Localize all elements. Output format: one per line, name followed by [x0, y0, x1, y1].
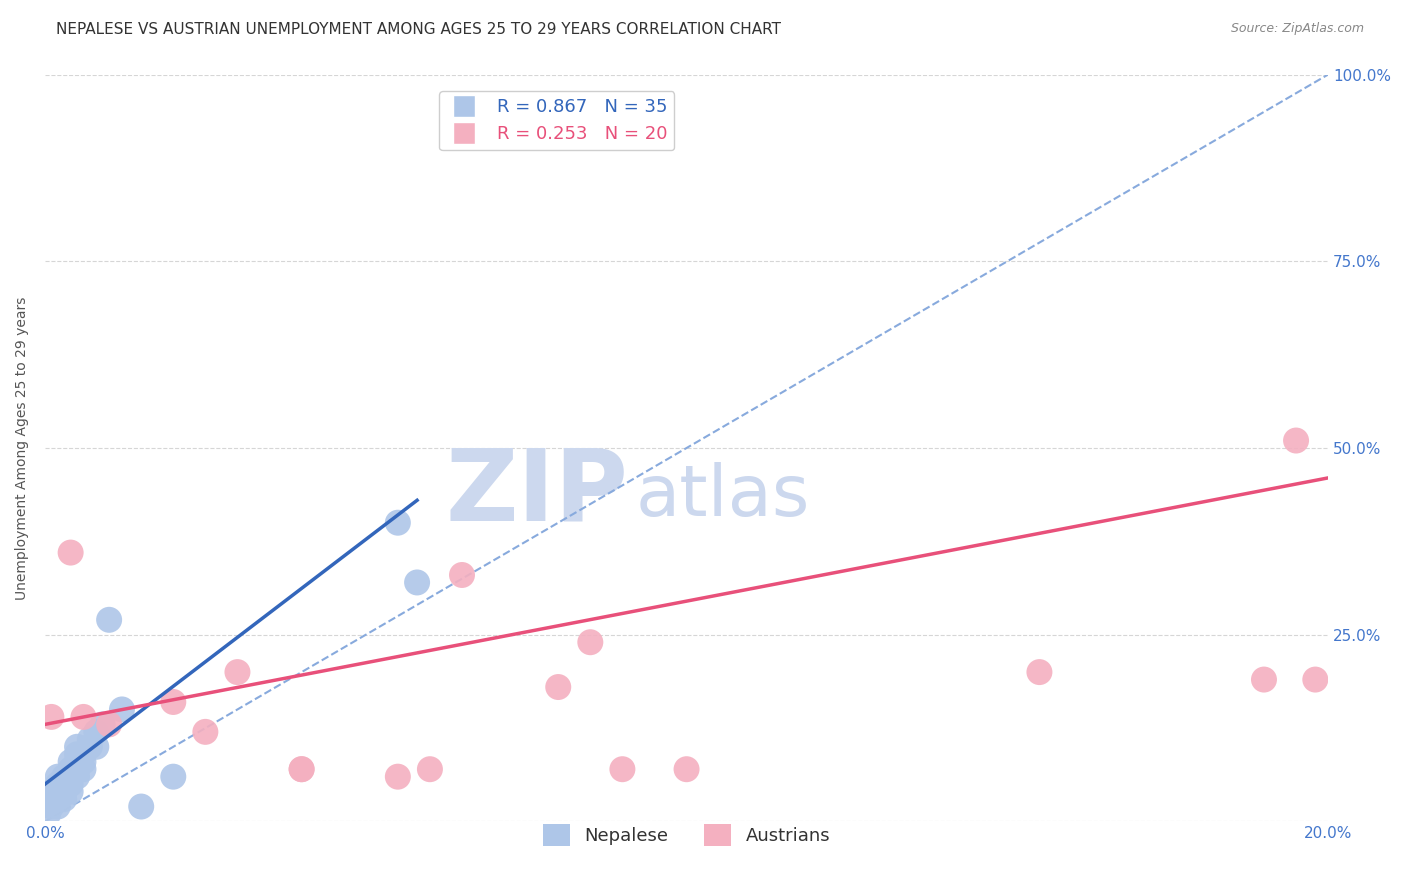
Point: [59, 755, 82, 769]
Legend: Nepalese, Austrians: Nepalese, Austrians: [536, 817, 838, 854]
Point: [226, 665, 249, 679]
Point: [59, 762, 82, 776]
Point: [419, 762, 441, 776]
Point: [406, 575, 429, 590]
Point: [451, 568, 474, 582]
Point: [79, 739, 101, 754]
Point: [59, 784, 82, 798]
Point: [291, 762, 314, 776]
Point: [46, 770, 69, 784]
Point: [291, 762, 314, 776]
Point: [66, 739, 89, 754]
Point: [162, 770, 184, 784]
Point: [59, 777, 82, 791]
Point: [53, 784, 76, 798]
Point: [72, 762, 94, 776]
Point: [53, 777, 76, 791]
Text: NEPALESE VS AUSTRIAN UNEMPLOYMENT AMONG AGES 25 TO 29 YEARS CORRELATION CHART: NEPALESE VS AUSTRIAN UNEMPLOYMENT AMONG …: [56, 22, 782, 37]
Point: [111, 702, 134, 716]
Point: [547, 680, 569, 694]
Point: [37, 807, 59, 822]
Point: [579, 635, 602, 649]
Point: [66, 755, 89, 769]
Point: [91, 717, 114, 731]
Point: [84, 724, 107, 739]
Point: [41, 710, 63, 724]
Point: [79, 732, 101, 747]
Point: [1303, 673, 1326, 687]
Point: [46, 799, 69, 814]
Point: [387, 770, 409, 784]
Point: [41, 792, 63, 806]
Point: [1253, 673, 1275, 687]
Point: [41, 799, 63, 814]
Point: [53, 792, 76, 806]
Point: [675, 762, 697, 776]
Point: [72, 710, 94, 724]
Point: [59, 770, 82, 784]
Point: [1285, 434, 1308, 448]
Point: [72, 755, 94, 769]
Text: Source: ZipAtlas.com: Source: ZipAtlas.com: [1230, 22, 1364, 36]
Point: [387, 516, 409, 530]
Point: [59, 545, 82, 559]
Point: [66, 762, 89, 776]
Point: [46, 777, 69, 791]
Point: [1028, 665, 1050, 679]
Point: [194, 724, 217, 739]
Text: ZIP: ZIP: [446, 444, 628, 541]
Point: [98, 613, 121, 627]
Point: [84, 739, 107, 754]
Point: [66, 747, 89, 762]
Point: [98, 717, 121, 731]
Point: [612, 762, 634, 776]
Point: [129, 799, 152, 814]
Point: [66, 770, 89, 784]
Point: [53, 770, 76, 784]
Text: atlas: atlas: [636, 462, 810, 531]
Point: [41, 784, 63, 798]
Point: [162, 695, 184, 709]
Y-axis label: Unemployment Among Ages 25 to 29 years: Unemployment Among Ages 25 to 29 years: [15, 296, 30, 599]
Point: [72, 747, 94, 762]
